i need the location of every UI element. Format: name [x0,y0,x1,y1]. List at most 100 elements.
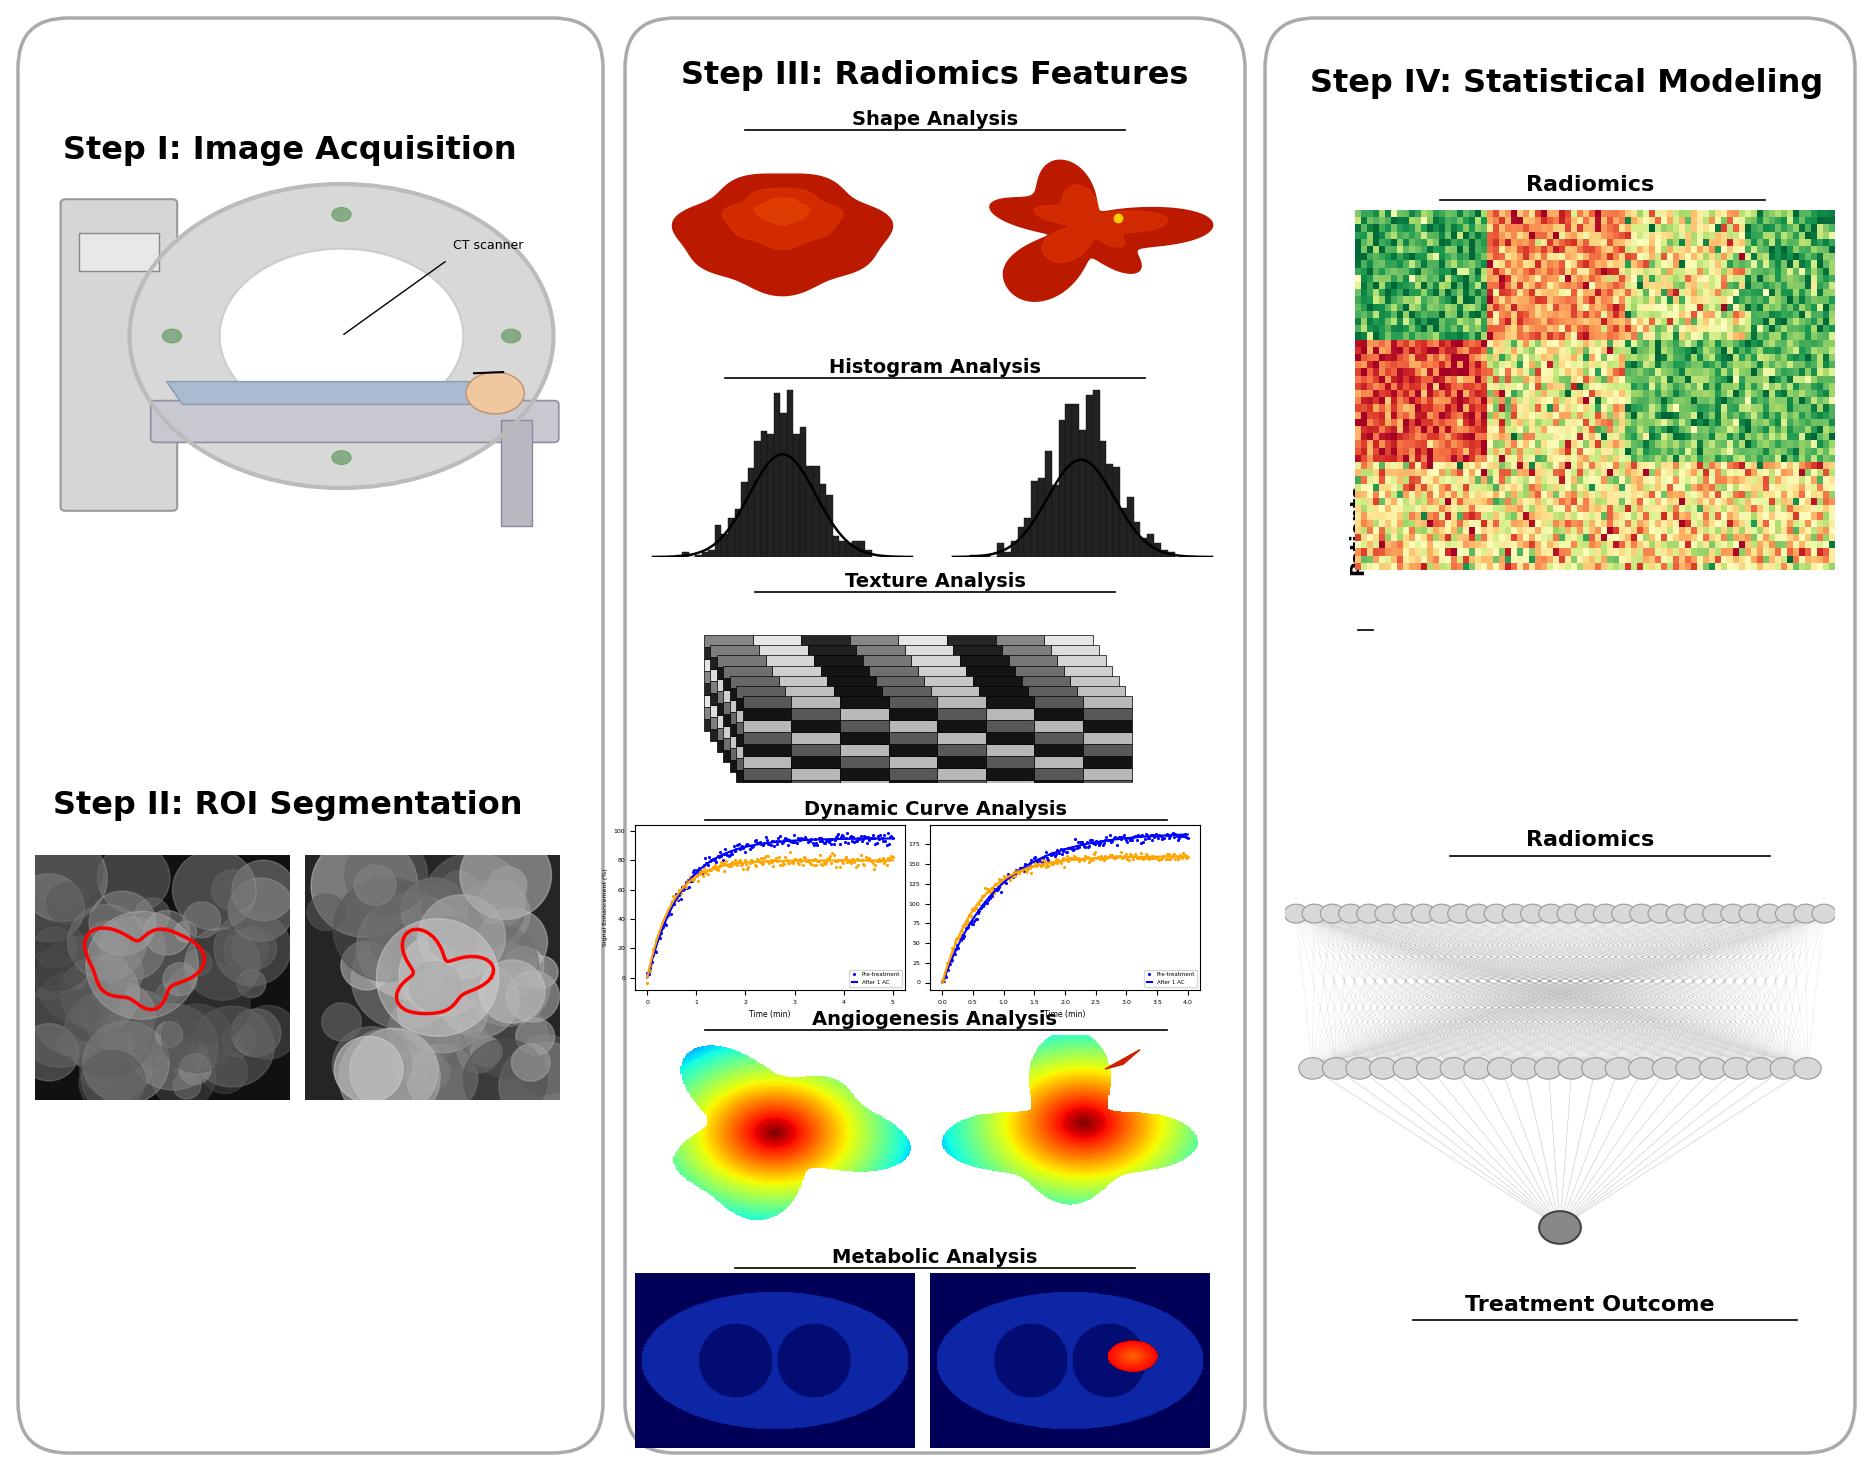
Bar [883,710,931,722]
Circle shape [163,962,198,996]
Bar [1015,737,1064,750]
Bar [972,724,1021,736]
Bar [703,671,752,683]
Bar [501,419,533,527]
Circle shape [168,1037,209,1077]
Circle shape [438,1018,490,1066]
Text: Dynamic Curve Analysis: Dynamic Curve Analysis [804,800,1066,819]
Bar [918,737,967,750]
Circle shape [335,1036,404,1102]
Bar [785,734,834,746]
Bar [778,688,827,700]
Polygon shape [166,381,490,405]
Text: Radiomics: Radiomics [1526,830,1655,850]
Bar [954,658,1002,669]
Bar [866,550,871,558]
Circle shape [307,894,346,931]
Bar [862,728,911,740]
Bar [875,700,924,712]
Bar [827,712,875,724]
Circle shape [1793,905,1818,924]
Circle shape [1322,1058,1350,1080]
Circle shape [1520,905,1545,924]
Bar [905,681,954,693]
Bar [1064,737,1113,750]
Bar [737,710,785,722]
Bar [1015,702,1064,713]
Bar [716,728,765,740]
Bar [1070,675,1118,688]
Bar [870,702,918,713]
Bar [759,693,808,705]
Bar [791,708,840,721]
Bar [821,737,870,750]
Bar [729,724,778,736]
Bar [888,733,937,744]
Bar [856,705,905,718]
Bar [1021,712,1070,724]
Bar [737,734,785,746]
Bar [1045,450,1051,558]
Bar [1070,712,1118,724]
Circle shape [406,1044,477,1112]
Circle shape [428,916,475,962]
Circle shape [1358,905,1380,924]
Bar [931,769,980,783]
Circle shape [213,912,292,986]
Circle shape [71,1041,95,1065]
Bar [1167,553,1174,558]
Circle shape [237,969,266,997]
Circle shape [1440,1058,1468,1080]
Bar [827,700,875,712]
Bar [1017,527,1025,558]
Bar [1008,680,1057,691]
Bar [1070,688,1118,700]
Circle shape [322,1003,361,1041]
Bar [696,555,701,558]
Text: Step III: Radiomics Features: Step III: Radiomics Features [681,60,1189,91]
Circle shape [1812,905,1836,924]
Circle shape [163,330,181,343]
Bar [1128,497,1133,558]
Circle shape [1771,1058,1797,1080]
Bar [808,669,856,681]
Bar [967,713,1015,725]
Bar [1015,678,1064,690]
Bar [862,715,911,728]
Bar [1015,665,1064,678]
Bar [759,681,808,693]
Circle shape [1374,905,1399,924]
Bar [918,690,967,702]
Bar [759,646,808,658]
Bar [980,734,1028,746]
Circle shape [151,1047,215,1108]
Circle shape [223,1025,256,1058]
Circle shape [310,834,419,937]
Bar [742,721,791,733]
Bar [759,705,808,718]
Bar [821,750,870,762]
Bar [724,702,772,713]
Bar [711,646,759,658]
Circle shape [185,949,211,975]
Bar [729,736,778,747]
Circle shape [516,1034,578,1094]
Circle shape [501,330,520,343]
Bar [918,702,967,713]
Bar [937,744,985,756]
Circle shape [1604,1058,1633,1080]
Bar [845,543,853,558]
Bar [800,671,849,683]
Circle shape [24,952,75,999]
Bar [800,427,806,558]
Circle shape [241,1005,297,1059]
Circle shape [344,836,428,915]
Bar [742,733,791,744]
Bar [737,746,785,758]
Bar [937,696,985,708]
Circle shape [174,1072,200,1099]
Bar [765,680,813,691]
Circle shape [458,880,529,947]
Bar [1092,390,1100,558]
Bar [832,537,840,558]
